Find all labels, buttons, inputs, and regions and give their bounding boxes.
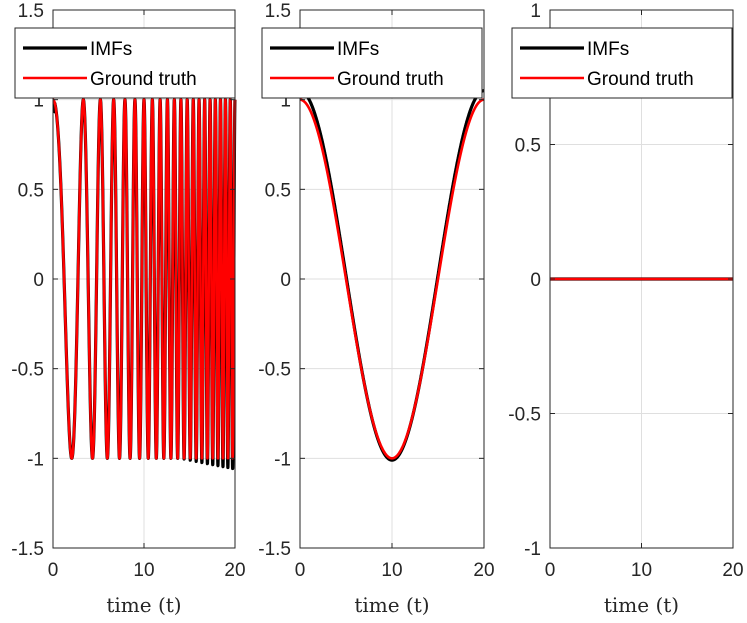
subplot-1-ytick-label-5: 1 — [33, 91, 44, 112]
subplot-2-ytick-label-4: 0.5 — [265, 180, 291, 201]
subplot-3-ytick-label-2: 0 — [530, 270, 541, 291]
subplot-1-series — [51, 98, 237, 471]
subplot-1-xtick-label-2: 20 — [224, 560, 245, 581]
subplot-2-ytick-label-5: 1 — [280, 91, 291, 112]
subplot-2-ytick-label-0: -1.5 — [258, 539, 291, 560]
subplot-3-ticks: 0 10 20 -1 -0.5 0 0.5 1 — [508, 1, 743, 581]
subplot-3-xlabel: time (t) — [604, 593, 679, 617]
subplot-2-xtick-label-2: 20 — [473, 560, 494, 581]
subplot-3-xtick-label-1: 10 — [631, 560, 652, 581]
subplot-1-xlabel: time (t) — [106, 593, 181, 617]
subplot-1-ytick-label-2: -0.5 — [11, 360, 44, 381]
subplot-3: 0 10 20 -1 -0.5 0 0.5 1 time (t) IMFs Ground tr… — [508, 1, 743, 617]
subplot-2-series-ground-truth-line — [298, 98, 486, 460]
subplot-1-legend-box — [14, 27, 236, 99]
subplot-2-legend-box — [261, 27, 483, 99]
subplot-2-ticks: 0 10 20 -1.5 -1 -0.5 0 0.5 1 1.5 — [258, 1, 494, 581]
subplot-1-ytick-label-0: -1.5 — [11, 539, 44, 560]
subplot-3-legend: IMFs Ground truth — [511, 27, 733, 99]
subplot-3-legend-box — [511, 27, 733, 99]
subplot-1-xtick-label-0: 0 — [48, 560, 59, 581]
subplot-3-ytick-label-3: 0.5 — [515, 136, 541, 157]
subplot-2: 0 10 20 -1.5 -1 -0.5 0 0.5 1 1.5 time (t) IMFs Gr… — [258, 1, 494, 617]
subplot-2-ytick-label-1: -1 — [274, 449, 291, 470]
subplot-1-legend-imfs-label: IMFs — [90, 39, 132, 60]
subplot-2-ytick-label-2: -0.5 — [258, 360, 291, 381]
subplot-2-ytick-label-3: 0 — [280, 270, 291, 291]
subplot-3-ytick-label-4: 1 — [530, 1, 541, 22]
subplot-1-xtick-label-1: 10 — [133, 560, 154, 581]
subplot-3-ytick-label-1: -0.5 — [508, 405, 541, 426]
subplot-2-xtick-label-0: 0 — [295, 560, 306, 581]
subplot-1-ytick-label-1: -1 — [27, 449, 44, 470]
subplot-1-series-ground-truth-line — [51, 98, 237, 460]
subplot-1-ytick-label-3: 0 — [33, 270, 44, 291]
subplot-3-ytick-label-0: -1 — [524, 539, 541, 560]
subplot-2-legend-ground-truth-label: Ground truth — [337, 69, 444, 90]
subplot-2-ytick-label-6: 1.5 — [265, 1, 291, 22]
subplot-2-xlabel: time (t) — [354, 593, 429, 617]
subplot-1-ticks: 0 10 20 -1.5 -1 -0.5 0 0.5 1 1.5 — [11, 1, 245, 581]
subplot-2-legend-imfs-label: IMFs — [337, 39, 379, 60]
subplot-3-legend-ground-truth-label: Ground truth — [587, 69, 694, 90]
subplot-1-legend-ground-truth-label: Ground truth — [90, 69, 197, 90]
subplot-2-legend: IMFs Ground truth — [261, 27, 483, 99]
subplot-3-xtick-label-0: 0 — [545, 560, 556, 581]
subplot-3-xtick-label-2: 20 — [722, 560, 743, 581]
subplot-2-xtick-label-1: 10 — [381, 560, 402, 581]
subplot-1-ytick-label-6: 1.5 — [18, 1, 44, 22]
subplot-1: 0 10 20 -1.5 -1 -0.5 0 0.5 1 1.5 time (t) IMFs Gr… — [11, 1, 245, 617]
subplot-3-legend-imfs-label: IMFs — [587, 39, 629, 60]
subplot-1-ytick-label-4: 0.5 — [18, 180, 44, 201]
subplot-2-series — [298, 89, 486, 462]
subplot-1-legend: IMFs Ground truth — [14, 27, 236, 99]
